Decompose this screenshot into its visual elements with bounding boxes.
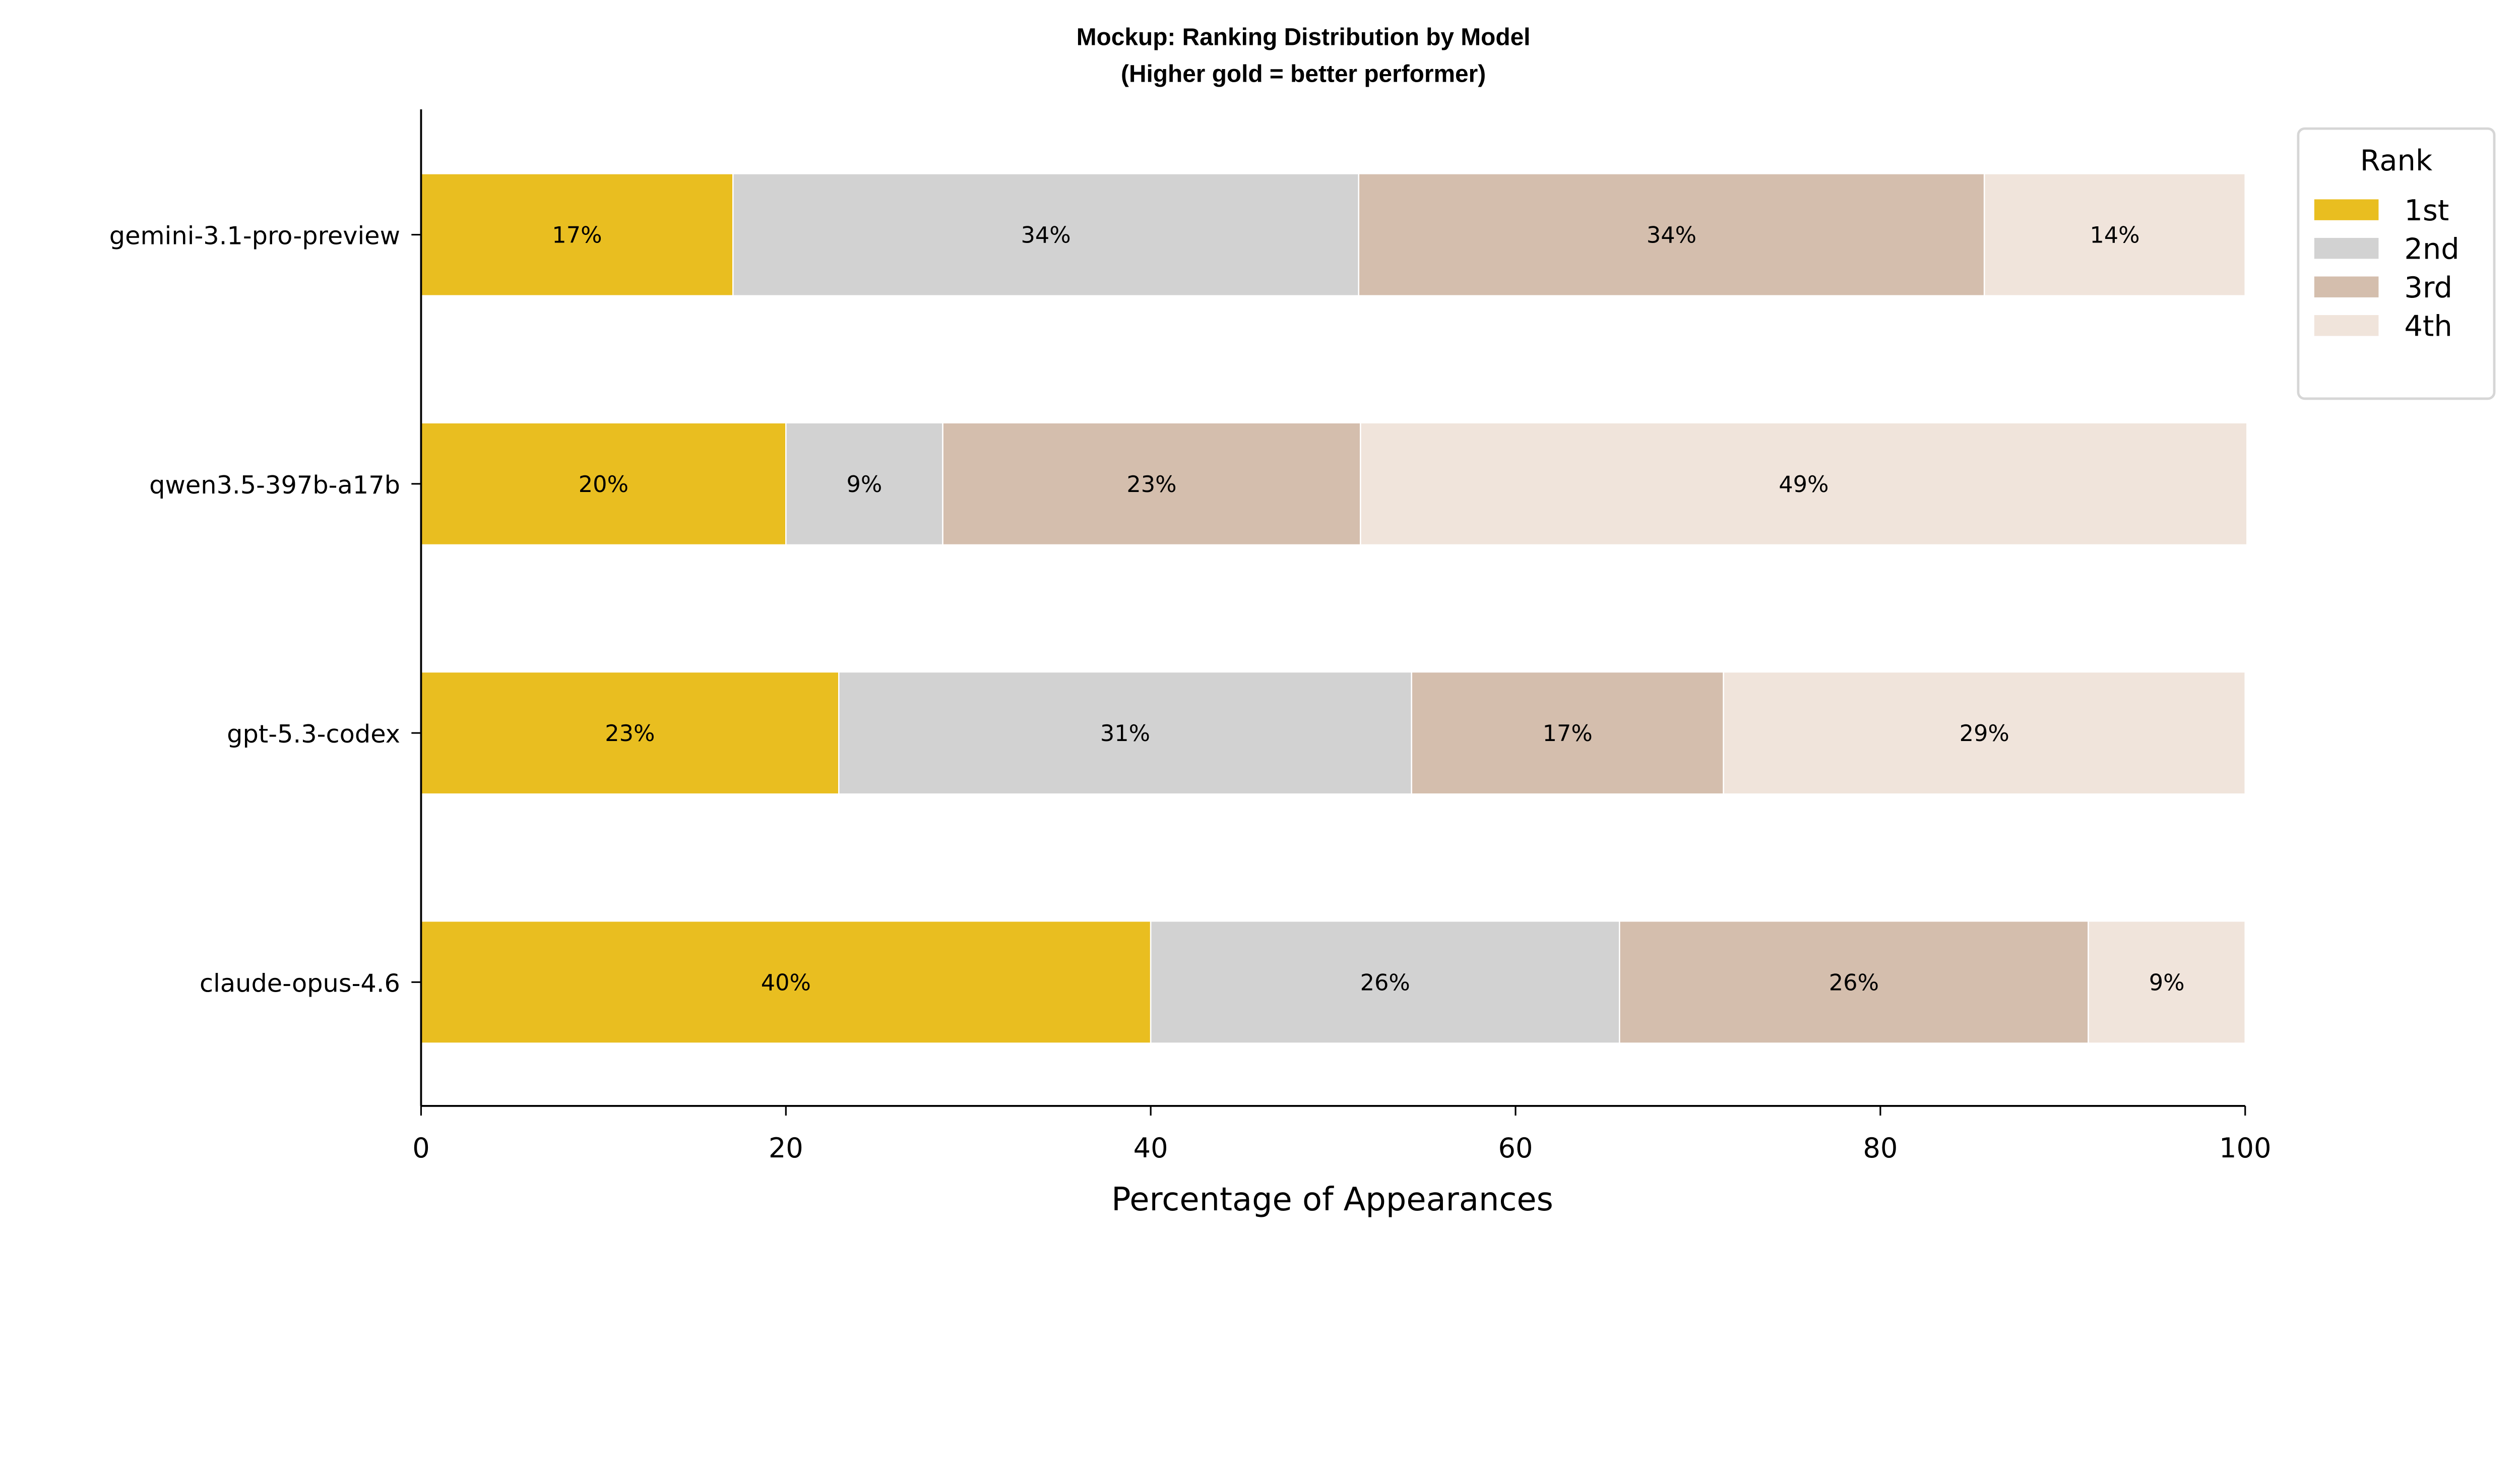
data-label: 26% [1360, 969, 1410, 996]
bar-segment [2088, 920, 2246, 1044]
data-label: 20% [579, 471, 628, 498]
bar-segment [1723, 671, 2246, 795]
bar-segment [1983, 173, 2246, 297]
data-label: 34% [1647, 222, 1696, 249]
bar-segment [1619, 920, 2089, 1044]
data-label: 40% [761, 969, 811, 996]
chart-title: Mockup: Ranking Distribution by Model [1077, 24, 1531, 50]
x-tick-label: 20 [769, 1132, 803, 1164]
y-tick-label: claude-opus-4.6 [200, 968, 400, 998]
data-label: 17% [552, 222, 602, 249]
bar-segment [838, 671, 1412, 795]
data-label: 31% [1100, 720, 1150, 747]
x-tick-label: 60 [1498, 1132, 1533, 1164]
legend-label: 1st [2404, 194, 2449, 227]
y-tick-label: gemini-3.1-pro-preview [109, 221, 400, 251]
chart-subtitle: (Higher gold = better performer) [1121, 61, 1486, 88]
data-label: 23% [605, 720, 655, 747]
legend-title: Rank [2360, 144, 2433, 177]
data-label: 9% [847, 471, 883, 498]
data-label: 26% [1829, 969, 1879, 996]
bars: 17% 34% 34% 14% 20% 9% 23% 49% 23% 31% 17% 29% 40% 26… [420, 173, 2248, 1044]
x-tick-label: 100 [2219, 1132, 2271, 1164]
legend-swatch [2314, 199, 2379, 220]
legend-label: 3rd [2404, 271, 2452, 304]
y-tick-label: gpt-5.3-codex [227, 719, 400, 749]
x-tick-label: 0 [412, 1132, 429, 1164]
x-tick-label: 40 [1133, 1132, 1168, 1164]
data-label: 34% [1021, 222, 1070, 249]
data-label: 9% [2149, 969, 2185, 996]
bar-segment [420, 173, 734, 297]
data-label: 23% [1126, 471, 1176, 498]
legend-label: 4th [2404, 309, 2452, 343]
legend-swatch [2314, 315, 2379, 336]
legend-swatch [2314, 276, 2379, 297]
legend-swatch [2314, 237, 2379, 259]
axes: gemini-3.1-pro-preview qwen3.5-397b-a17b g… [109, 109, 2271, 1164]
bar-segment [785, 422, 943, 546]
bar-segment [420, 422, 787, 546]
bar-segment [420, 920, 1152, 1044]
x-axis-label: Percentage of Appearances [1111, 1181, 1553, 1218]
data-label: 17% [1543, 720, 1593, 747]
y-tick-label: qwen3.5-397b-a17b [149, 470, 400, 500]
legend: Rank 1st 2nd 3rd 4th [2297, 127, 2496, 400]
bar-segment [1150, 920, 1620, 1044]
bar-segment [1360, 422, 2248, 546]
data-label: 49% [1779, 471, 1829, 498]
data-label: 14% [2090, 222, 2139, 249]
data-label: 29% [1960, 720, 2009, 747]
bar-segment [732, 173, 1360, 297]
bar-segment [942, 422, 1361, 546]
x-tick-label: 80 [1863, 1132, 1898, 1164]
bar-segment [1358, 173, 1985, 297]
legend-label: 2nd [2404, 232, 2459, 266]
